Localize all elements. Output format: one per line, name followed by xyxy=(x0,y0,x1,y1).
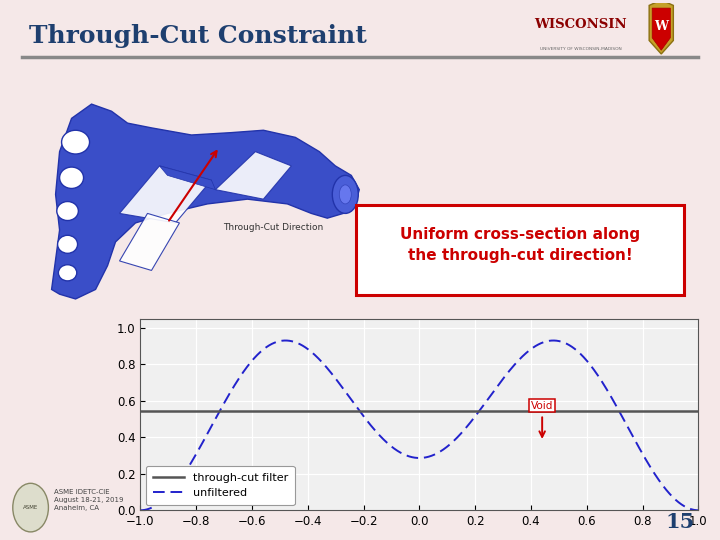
Text: Uniform cross-section along
the through-cut direction!: Uniform cross-section along the through-… xyxy=(400,227,640,263)
Polygon shape xyxy=(120,213,179,271)
Ellipse shape xyxy=(339,185,351,204)
FancyBboxPatch shape xyxy=(356,205,684,295)
Polygon shape xyxy=(652,8,670,50)
Text: W: W xyxy=(654,21,668,33)
Text: UNIVERSITY OF WISCONSIN-MADISON: UNIVERSITY OF WISCONSIN-MADISON xyxy=(540,46,621,51)
Ellipse shape xyxy=(62,130,89,154)
Text: ASME: ASME xyxy=(23,505,38,510)
Polygon shape xyxy=(160,166,215,190)
Polygon shape xyxy=(120,166,212,223)
Polygon shape xyxy=(649,0,673,54)
Ellipse shape xyxy=(58,265,77,281)
Text: WISCONSIN: WISCONSIN xyxy=(534,18,627,31)
Circle shape xyxy=(13,483,48,532)
Legend: through-cut filter, unfiltered: through-cut filter, unfiltered xyxy=(146,466,294,505)
Ellipse shape xyxy=(333,176,359,213)
Polygon shape xyxy=(215,152,292,199)
Text: Through-Cut Direction: Through-Cut Direction xyxy=(223,223,324,232)
Text: ASME IDETC-CIE
August 18-21, 2019
Anaheim, CA: ASME IDETC-CIE August 18-21, 2019 Anahei… xyxy=(54,489,124,511)
Text: 15: 15 xyxy=(665,512,695,532)
Polygon shape xyxy=(52,104,359,299)
Text: Void: Void xyxy=(531,401,554,411)
Ellipse shape xyxy=(60,167,84,188)
Ellipse shape xyxy=(58,235,78,253)
Ellipse shape xyxy=(57,201,78,220)
Text: Through-Cut Constraint: Through-Cut Constraint xyxy=(29,24,366,48)
